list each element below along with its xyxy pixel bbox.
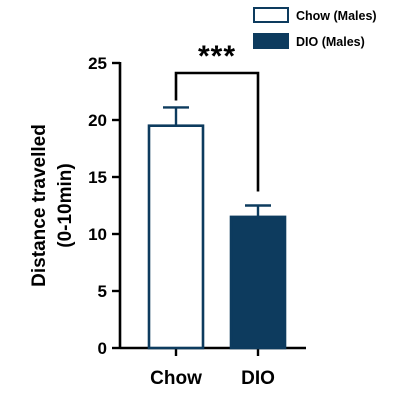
y-tick-label: 15: [88, 168, 107, 187]
significance-bracket: [174, 71, 260, 192]
x-tick-label: DIO: [241, 368, 275, 389]
legend-swatch: [253, 7, 289, 23]
legend: Chow (Males) DIO (Males): [253, 7, 377, 49]
y-axis-label-line: (0-10min): [55, 163, 76, 247]
bars: [147, 106, 287, 350]
y-tick-label: 25: [88, 54, 107, 73]
y-axis-title: Distance travelled (0-10min): [29, 124, 76, 287]
y-tick-label: 20: [88, 111, 107, 130]
y-tick-label: 10: [88, 225, 107, 244]
legend-label: Chow (Males): [296, 9, 377, 23]
significance-label: ***: [198, 40, 236, 73]
significance-annotation: ***: [174, 40, 260, 192]
legend-swatch: [253, 33, 289, 49]
y-axis-label-line: Distance travelled: [29, 124, 50, 287]
bar: [229, 215, 287, 350]
bar: [147, 124, 205, 350]
x-tick-label: Chow: [150, 368, 202, 389]
legend-label: DIO (Males): [296, 35, 365, 49]
y-tick-label: 5: [98, 282, 107, 301]
y-tick-label: 0: [98, 339, 107, 358]
